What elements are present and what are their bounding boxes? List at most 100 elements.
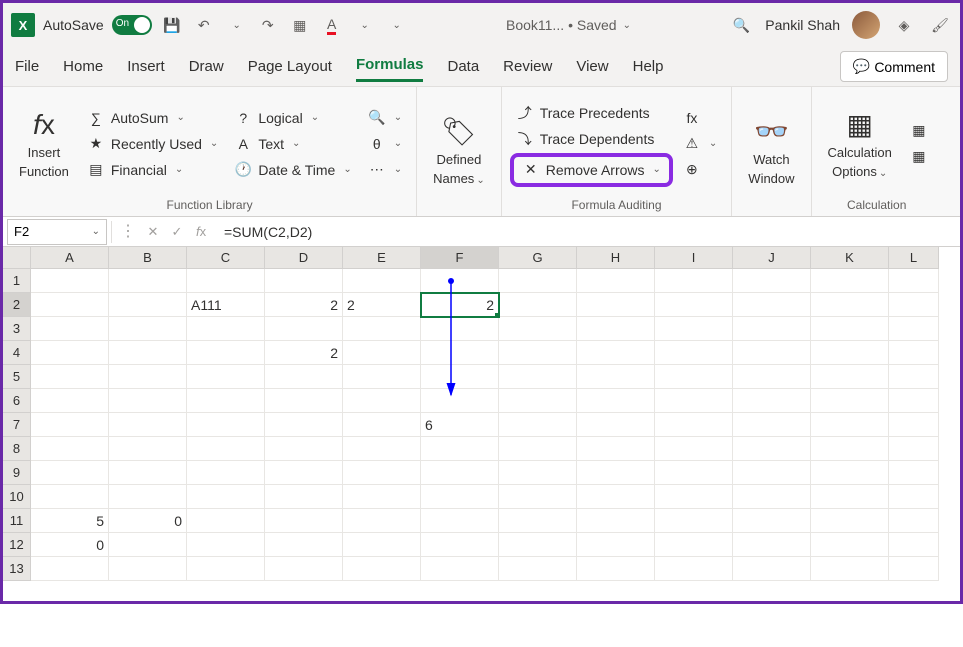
name-box-dropdown-icon[interactable]: ⌄ <box>92 226 100 237</box>
col-header-K[interactable]: K <box>811 247 889 269</box>
tab-home[interactable]: Home <box>63 54 103 79</box>
cell-G1[interactable] <box>499 269 577 293</box>
cell-H10[interactable] <box>577 485 655 509</box>
cell-J3[interactable] <box>733 317 811 341</box>
cell-J7[interactable] <box>733 413 811 437</box>
cell-K6[interactable] <box>811 389 889 413</box>
cell-L11[interactable] <box>889 509 939 533</box>
cell-I9[interactable] <box>655 461 733 485</box>
cell-A4[interactable] <box>31 341 109 365</box>
cell-E8[interactable] <box>343 437 421 461</box>
autosave-toggle[interactable]: On <box>112 15 152 35</box>
watch-window-button[interactable]: 👓 Watch Window <box>740 91 802 210</box>
cell-I4[interactable] <box>655 341 733 365</box>
cell-E4[interactable] <box>343 341 421 365</box>
col-header-C[interactable]: C <box>187 247 265 269</box>
cell-D3[interactable] <box>265 317 343 341</box>
trace-precedents-button[interactable]: ⤴Trace Precedents <box>510 101 673 125</box>
cell-C4[interactable] <box>187 341 265 365</box>
cell-E7[interactable] <box>343 413 421 437</box>
row-header-6[interactable]: 6 <box>3 389 31 413</box>
cell-E2[interactable]: 2 <box>343 293 421 317</box>
diamond-icon[interactable]: ◈ <box>892 13 916 37</box>
text-button[interactable]: AText⌄ <box>228 132 357 156</box>
cell-A2[interactable] <box>31 293 109 317</box>
cell-L3[interactable] <box>889 317 939 341</box>
cell-D11[interactable] <box>265 509 343 533</box>
brush-icon[interactable]: 🖌 <box>928 13 952 37</box>
calc-now-button[interactable]: ▦ <box>904 119 934 143</box>
cell-L9[interactable] <box>889 461 939 485</box>
cell-C9[interactable] <box>187 461 265 485</box>
cell-F12[interactable] <box>421 533 499 557</box>
cell-G7[interactable] <box>499 413 577 437</box>
enter-icon[interactable]: ✓ <box>166 221 188 243</box>
cell-B9[interactable] <box>109 461 187 485</box>
cell-K1[interactable] <box>811 269 889 293</box>
cell-L6[interactable] <box>889 389 939 413</box>
cell-C1[interactable] <box>187 269 265 293</box>
formula-input[interactable]: =SUM(C2,D2) <box>216 224 960 240</box>
cell-J13[interactable] <box>733 557 811 581</box>
cell-I7[interactable] <box>655 413 733 437</box>
tab-draw[interactable]: Draw <box>189 54 224 79</box>
cell-K4[interactable] <box>811 341 889 365</box>
cell-J6[interactable] <box>733 389 811 413</box>
financial-button[interactable]: ▤Financial⌄ <box>81 158 224 182</box>
cell-H6[interactable] <box>577 389 655 413</box>
cell-J10[interactable] <box>733 485 811 509</box>
cell-E1[interactable] <box>343 269 421 293</box>
select-all-corner[interactable] <box>3 247 31 269</box>
cell-B3[interactable] <box>109 317 187 341</box>
cell-F8[interactable] <box>421 437 499 461</box>
row-header-3[interactable]: 3 <box>3 317 31 341</box>
tab-view[interactable]: View <box>576 54 608 79</box>
cell-B4[interactable] <box>109 341 187 365</box>
cell-C10[interactable] <box>187 485 265 509</box>
cell-D7[interactable] <box>265 413 343 437</box>
row-header-7[interactable]: 7 <box>3 413 31 437</box>
cell-B7[interactable] <box>109 413 187 437</box>
cell-D13[interactable] <box>265 557 343 581</box>
cell-J9[interactable] <box>733 461 811 485</box>
cell-E5[interactable] <box>343 365 421 389</box>
cell-G11[interactable] <box>499 509 577 533</box>
cell-F10[interactable] <box>421 485 499 509</box>
evaluate-button[interactable]: ⊕ <box>677 158 723 182</box>
cell-L12[interactable] <box>889 533 939 557</box>
cell-H9[interactable] <box>577 461 655 485</box>
undo-icon[interactable]: ↶ <box>192 13 216 37</box>
col-header-D[interactable]: D <box>265 247 343 269</box>
cell-J12[interactable] <box>733 533 811 557</box>
cell-G13[interactable] <box>499 557 577 581</box>
cell-B10[interactable] <box>109 485 187 509</box>
cell-A12[interactable]: 0 <box>31 533 109 557</box>
cell-F2[interactable]: 2 <box>421 293 499 317</box>
col-header-L[interactable]: L <box>889 247 939 269</box>
cell-A13[interactable] <box>31 557 109 581</box>
cell-E9[interactable] <box>343 461 421 485</box>
fb-more-icon[interactable]: ⋮ <box>116 221 140 243</box>
remove-arrows-button[interactable]: ✕Remove Arrows⌄ <box>510 153 673 187</box>
cell-F3[interactable] <box>421 317 499 341</box>
cell-L8[interactable] <box>889 437 939 461</box>
cell-J8[interactable] <box>733 437 811 461</box>
cell-F9[interactable] <box>421 461 499 485</box>
cell-C5[interactable] <box>187 365 265 389</box>
font-color-dropdown-icon[interactable]: ⌄ <box>352 13 376 37</box>
cell-K13[interactable] <box>811 557 889 581</box>
row-header-12[interactable]: 12 <box>3 533 31 557</box>
cell-I1[interactable] <box>655 269 733 293</box>
cell-L2[interactable] <box>889 293 939 317</box>
row-header-13[interactable]: 13 <box>3 557 31 581</box>
cell-G6[interactable] <box>499 389 577 413</box>
col-header-G[interactable]: G <box>499 247 577 269</box>
cell-D10[interactable] <box>265 485 343 509</box>
cell-H7[interactable] <box>577 413 655 437</box>
cell-H4[interactable] <box>577 341 655 365</box>
cell-H2[interactable] <box>577 293 655 317</box>
undo-dropdown-icon[interactable]: ⌄ <box>224 13 248 37</box>
cell-I12[interactable] <box>655 533 733 557</box>
cell-D2[interactable]: 2 <box>265 293 343 317</box>
cell-F7[interactable]: 6 <box>421 413 499 437</box>
